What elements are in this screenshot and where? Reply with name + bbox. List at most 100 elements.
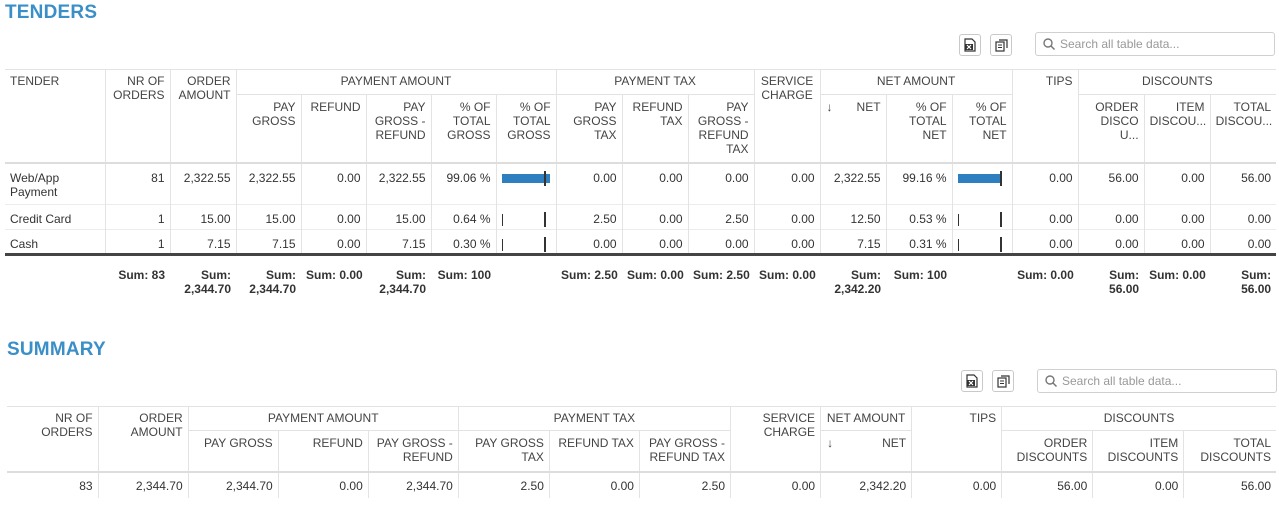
- cell-pct-gross: 0.30 %: [430, 229, 496, 255]
- col-refund-tax[interactable]: REFUND TAX: [621, 94, 689, 163]
- sum-pct-total-net: Sum: 100: [893, 268, 948, 282]
- summary-col-service-charge[interactable]: SERVICE CHARGE: [729, 406, 821, 472]
- cell-id: 0.00: [1143, 204, 1211, 230]
- cell-pgr: 15.00: [365, 204, 431, 230]
- col-net[interactable]: ↓ NET: [819, 94, 887, 163]
- cell-rt: 0.00: [621, 229, 689, 255]
- share-bar-min: [957, 239, 959, 251]
- col-pay-gross-refund-tax[interactable]: PAY GROSS - REFUND TAX: [687, 94, 755, 163]
- cell-pct-gross: 99.06 %: [430, 162, 496, 205]
- search-icon: [1043, 38, 1056, 51]
- summary-cell-pay-gross: 2,344.70: [187, 471, 279, 498]
- gross-share-bar-cell: [495, 229, 557, 255]
- cell-tender: Cash: [10, 237, 39, 251]
- col-item-discounts[interactable]: ITEM DISCOU...: [1143, 94, 1211, 163]
- summary-cell-od: 56.00: [1001, 471, 1093, 498]
- share-bar-end: [999, 212, 1002, 227]
- share-bar-end: [999, 237, 1002, 252]
- cell-pgrt: 0.00: [687, 162, 755, 205]
- col-order-discounts[interactable]: ORDER DISCOU...: [1077, 94, 1145, 163]
- col-service-charge[interactable]: SERVICE CHARGE: [753, 69, 821, 163]
- tenders-search-input[interactable]: [1060, 37, 1260, 51]
- cell-refund: 0.00: [300, 229, 366, 255]
- col-order-amount[interactable]: ORDER AMOUNT: [169, 69, 236, 163]
- column-chooser-icon: [994, 38, 1008, 52]
- summary-col-order-discounts[interactable]: ORDER DISCOUNTS: [1001, 430, 1093, 472]
- cell-pay-gross: 7.15: [235, 229, 301, 255]
- sum-pct-total-gross: Sum: 100: [437, 268, 491, 282]
- cell-pgrt: 2.50: [687, 204, 755, 230]
- cell-tips: 0.00: [1011, 204, 1079, 230]
- cell-pgrt: 0.00: [687, 229, 755, 255]
- summary-search-box[interactable]: [1037, 369, 1277, 393]
- summary-col-order-amount[interactable]: ORDER AMOUNT: [97, 406, 189, 472]
- col-pct-total-net[interactable]: % OF TOTAL NET: [885, 94, 953, 163]
- group-payment-tax: PAYMENT TAX: [555, 69, 755, 95]
- col-refund[interactable]: REFUND: [300, 94, 366, 163]
- cell-nr: 1: [104, 229, 170, 255]
- table-row[interactable]: Cash 1 7.15 7.15 0.00 7.15 0.30 % 0.00 0.00 0.00 0…: [5, 229, 1277, 255]
- tenders-search-box[interactable]: [1035, 32, 1275, 56]
- sum-pct-gross-bar: [496, 255, 556, 297]
- share-bar-end: [543, 237, 546, 252]
- summary-col-pay-gross-refund[interactable]: PAY GROSS - REFUND: [367, 430, 459, 472]
- col-nr-orders[interactable]: NR OF ORDERS: [104, 69, 170, 163]
- sum-pay-gross-refund-tax: Sum: 2.50: [693, 268, 750, 282]
- summary-columns-button[interactable]: [992, 370, 1014, 392]
- sort-desc-icon: ↓: [826, 100, 833, 114]
- summary-col-net[interactable]: ↓ NET: [820, 430, 912, 472]
- sum-net: Sum: 2,342.20: [834, 268, 882, 296]
- col-tips[interactable]: TIPS: [1011, 69, 1079, 163]
- summary-col-pay-gross-tax[interactable]: PAY GROSS TAX: [457, 430, 550, 472]
- tenders-columns-button[interactable]: [990, 34, 1012, 56]
- search-icon: [1045, 375, 1058, 388]
- share-bar-end: [543, 212, 546, 227]
- col-pct-total-net-bar[interactable]: % OF TOTAL NET: [951, 94, 1013, 163]
- col-pay-gross-refund[interactable]: PAY GROSS - REFUND: [365, 94, 431, 163]
- excel-export-icon: [964, 38, 976, 52]
- group-net-amount: NET AMOUNT: [819, 69, 1013, 95]
- col-pay-gross-tax[interactable]: PAY GROSS TAX: [555, 94, 623, 163]
- cell-tips: 0.00: [1011, 229, 1079, 255]
- excel-export-icon: [966, 374, 978, 388]
- cell-td: 56.00: [1209, 162, 1277, 205]
- summary-table: NR OF ORDERS ORDER AMOUNT PAYMENT AMOUNT…: [7, 406, 1276, 498]
- col-pct-total-gross-bar[interactable]: % OF TOTAL GROSS: [495, 94, 557, 163]
- net-share-bar-cell: [951, 204, 1013, 230]
- summary-col-nr-orders[interactable]: NR OF ORDERS: [41, 411, 93, 439]
- col-pay-gross[interactable]: PAY GROSS: [235, 94, 301, 163]
- summary-cell-pgrt: 2.50: [638, 471, 731, 498]
- summary-col-item-discounts[interactable]: ITEM DISCOUNTS: [1092, 430, 1184, 472]
- cell-order: 2,322.55: [169, 162, 236, 205]
- summary-col-tips[interactable]: TIPS: [911, 406, 1002, 472]
- summary-col-pay-gross[interactable]: PAY GROSS: [187, 430, 279, 472]
- share-bar: [501, 173, 550, 183]
- table-row[interactable]: Credit Card 1 15.00 15.00 0.00 15.00 0.64 % 2.5…: [5, 204, 1277, 230]
- cell-od: 56.00: [1077, 162, 1145, 205]
- summary-col-refund[interactable]: REFUND: [277, 430, 369, 472]
- summary-col-pay-gross-refund-tax[interactable]: PAY GROSS - REFUND TAX: [638, 430, 731, 472]
- cell-nr: 81: [104, 162, 170, 205]
- net-share-bar-cell: [951, 229, 1013, 255]
- cell-net: 12.50: [819, 204, 887, 230]
- cell-pgt: 0.00: [555, 229, 623, 255]
- col-total-discounts[interactable]: TOTAL DISCOU...: [1209, 94, 1277, 163]
- summary-cell-net: 2,342.20: [820, 471, 912, 498]
- summary-export-button[interactable]: [961, 370, 983, 392]
- tenders-export-button[interactable]: [959, 34, 981, 56]
- sort-desc-icon: ↓: [827, 436, 834, 450]
- table-row[interactable]: Web/App Payment 81 2,322.55 2,322.55 0.00 2,3…: [5, 162, 1277, 205]
- cell-pay-gross: 15.00: [235, 204, 301, 230]
- cell-id: 0.00: [1143, 229, 1211, 255]
- share-bar-end: [999, 170, 1002, 186]
- summary-col-refund-tax[interactable]: REFUND TAX: [548, 430, 640, 472]
- col-order-discounts-label: ORDER DISCOU...: [1095, 100, 1139, 142]
- share-bar-end: [543, 170, 546, 186]
- summary-col-total-discounts[interactable]: TOTAL DISCOUNTS: [1183, 430, 1276, 472]
- summary-search-input[interactable]: [1062, 374, 1262, 388]
- net-share-bar-cell: [951, 162, 1013, 205]
- col-pct-total-gross[interactable]: % OF TOTAL GROSS: [430, 94, 496, 163]
- col-tender[interactable]: TENDER: [10, 74, 60, 88]
- sum-tender: [5, 255, 105, 297]
- summary-cell-td: 56.00: [1183, 471, 1276, 498]
